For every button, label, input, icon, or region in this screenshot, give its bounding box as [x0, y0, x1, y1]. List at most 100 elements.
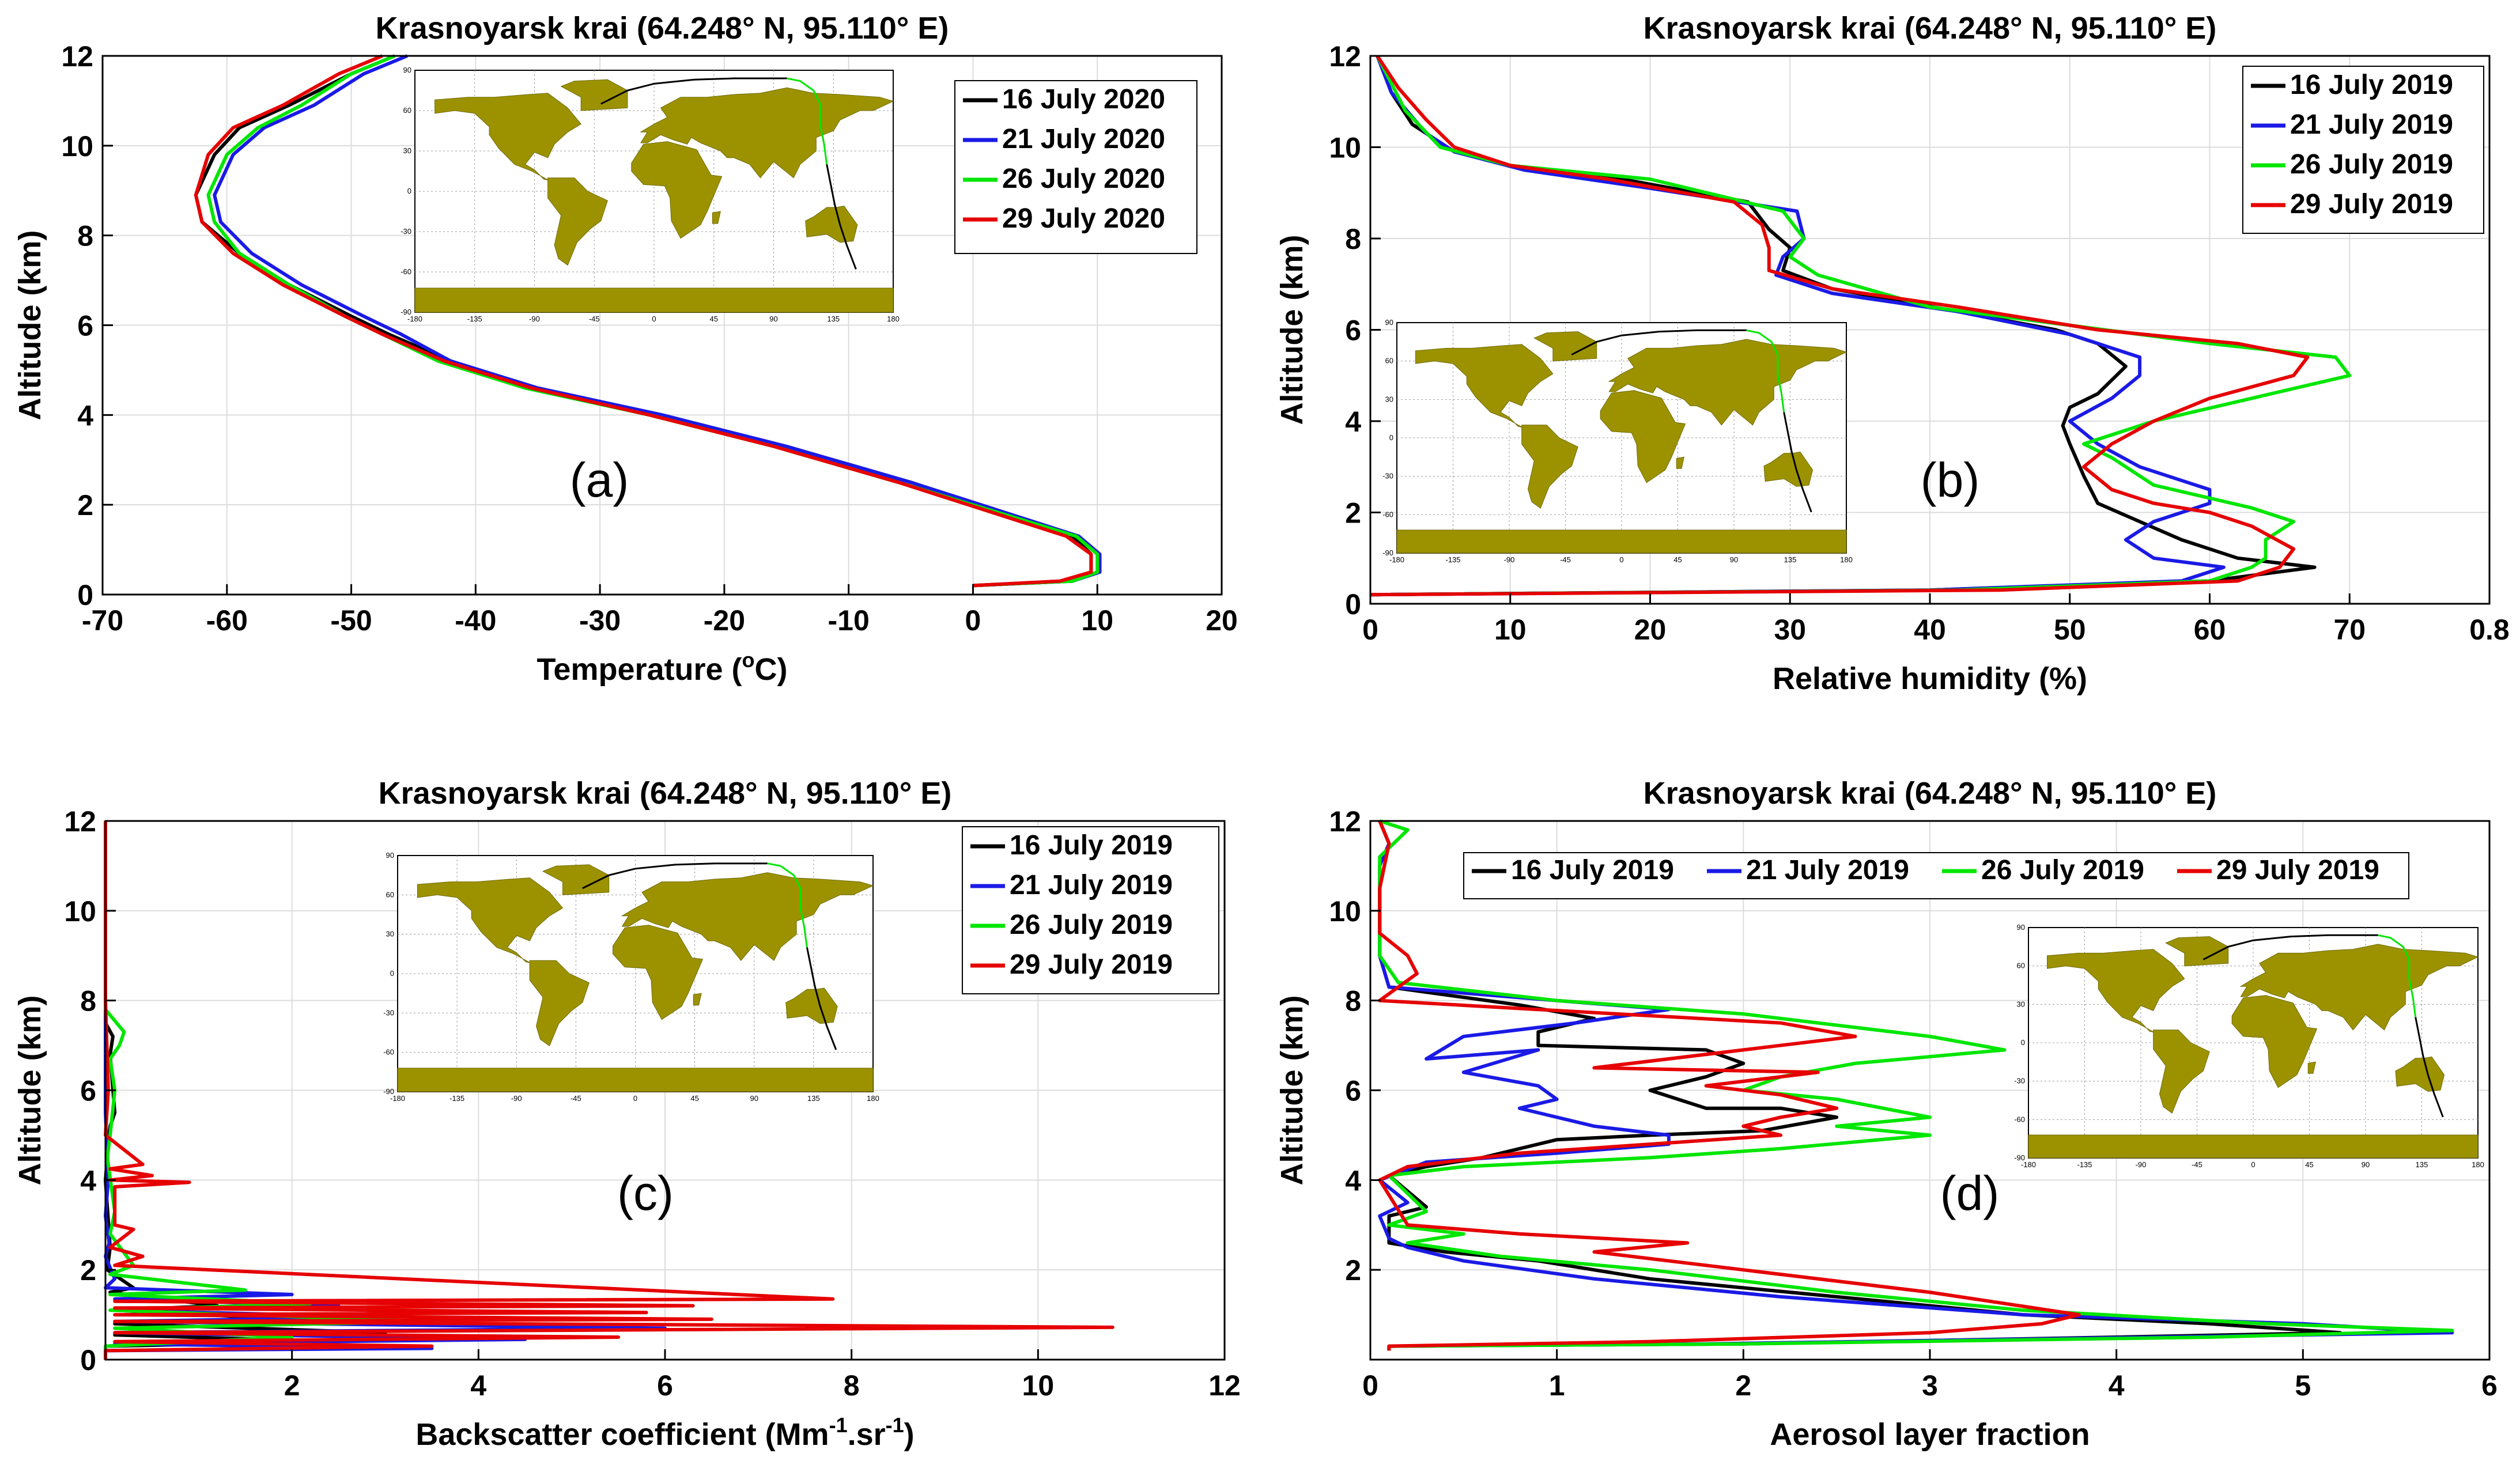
y-tick-label: 6: [1345, 315, 1361, 347]
chart-title: Krasnoyarsk krai (64.248° N, 95.110° E): [376, 11, 949, 46]
map-lon-tick: 135: [827, 315, 840, 323]
x-tick-label: 3: [1922, 1369, 1938, 1402]
x-tick-label: 6: [2481, 1369, 2498, 1402]
y-tick-label: 8: [1345, 985, 1361, 1017]
map-lat-tick: 30: [386, 930, 394, 938]
x-axis-label-superscript: -1: [886, 1413, 904, 1437]
map-lon-tick: 0: [633, 1094, 637, 1103]
map-lon-tick: -180: [390, 1094, 405, 1103]
y-tick-label: 2: [1345, 1254, 1361, 1286]
x-axis-label-part: C): [755, 652, 788, 687]
x-tick-label: 60: [2194, 614, 2226, 646]
legend-entry: 21 July 2019: [1746, 855, 1909, 885]
legend: 16 July 2020 21 July 2020 26 July 2020 29 J…: [954, 80, 1197, 254]
legend-entry: 21 July 2020: [1002, 124, 1165, 154]
map-lat-tick: 0: [2021, 1038, 2025, 1047]
map-lon-tick: -45: [589, 315, 600, 323]
x-axis-label-part: Temperature (: [537, 652, 742, 687]
x-tick-label: -40: [455, 604, 496, 637]
map-landmass: [712, 211, 721, 224]
map-lon-tick: 135: [1784, 555, 1797, 564]
y-tick-label: 4: [77, 399, 93, 432]
map-lat-tick: -30: [401, 227, 411, 236]
orbit-track: [826, 164, 857, 270]
map-lon-tick: 0: [652, 315, 656, 323]
map-landmass: [1676, 456, 1684, 469]
map-landmass: [1600, 390, 1686, 483]
y-tick-label: 0: [80, 1344, 96, 1376]
series-line-4: [1378, 820, 2081, 1351]
x-axis-label: Aerosol layer fraction: [1770, 1417, 2090, 1452]
map-lon-tick: -135: [1445, 555, 1460, 564]
orbit-track-highlight: [787, 77, 828, 165]
map-landmass: [435, 93, 581, 181]
map-lat-tick: 30: [2017, 1000, 2025, 1008]
legend-entry: 26 July 2019: [2290, 149, 2453, 180]
map-lon-tick: -135: [449, 1094, 464, 1103]
legend-entry: 29 July 2019: [1010, 949, 1173, 980]
map-lat-tick: -90: [383, 1087, 394, 1096]
orbit-track: [1571, 329, 1747, 355]
map-lat-tick: 60: [403, 106, 411, 115]
map-lon-tick: 135: [2416, 1160, 2428, 1169]
map-landmass: [2165, 936, 2229, 967]
x-tick-label: -20: [704, 604, 745, 637]
y-tick-label: 4: [1345, 406, 1361, 438]
orbit-track-highlight: [767, 862, 808, 948]
legend-box: [1463, 852, 2409, 899]
y-tick-label: 6: [77, 310, 93, 342]
map-lon-tick: 90: [750, 1094, 758, 1103]
map-lat-tick: 0: [1389, 433, 1393, 442]
map-landmass: [560, 79, 628, 111]
x-tick-label: 4: [2109, 1369, 2125, 1402]
chart-title: Krasnoyarsk krai (64.248° N, 95.110° E): [379, 776, 952, 811]
legend-entry: 26 July 2019: [1981, 855, 2144, 885]
y-tick-label: 2: [1345, 497, 1361, 529]
x-axis-label-superscript: o: [742, 648, 755, 672]
map-landmass: [1521, 425, 1578, 509]
map-lat-tick: -60: [1382, 510, 1393, 519]
y-tick-label: 12: [1329, 40, 1361, 73]
orbit-track: [600, 77, 787, 105]
orbit-track: [2202, 934, 2378, 960]
map-lon-tick: 45: [710, 315, 718, 323]
x-tick-label: 4: [470, 1369, 486, 1402]
x-tick-label: 5: [2295, 1369, 2311, 1402]
map-lon-tick: 180: [2472, 1160, 2484, 1169]
map-lat-tick: 0: [390, 969, 394, 978]
x-tick-label: 20: [1206, 604, 1238, 637]
x-tick-label: -60: [206, 604, 248, 637]
y-tick-label: 10: [64, 895, 96, 928]
map-landmass: [640, 87, 894, 179]
map-lon-tick: 90: [769, 315, 777, 323]
legend-entry: 29 July 2019: [2290, 189, 2453, 219]
y-tick-label: 8: [80, 985, 96, 1017]
map-lon-tick: -45: [2192, 1160, 2202, 1169]
legend-entry: 29 July 2019: [2216, 855, 2379, 885]
legend-entry: 16 July 2019: [1010, 830, 1173, 861]
map-landmass: [805, 206, 858, 243]
x-tick-label: 2: [1735, 1369, 1751, 1402]
map-landmass: [613, 925, 704, 1020]
map-lat-tick: 90: [2017, 923, 2025, 932]
map-lat-tick: -30: [1382, 472, 1393, 480]
x-tick-label: 10: [1022, 1369, 1055, 1402]
map-lon-tick: -180: [407, 315, 422, 323]
orbit-track: [1783, 412, 1812, 513]
map-landmass: [417, 877, 564, 964]
chart-panel-b: 0 10 20 30 40 50 60 70 0.8 0 2 4 6 8 10 12 Krasnoyarsk k…: [1275, 11, 2510, 696]
legend-entry: 16 July 2019: [1511, 855, 1674, 885]
y-axis-label: Altitude (km): [1275, 996, 1309, 1186]
map-lat-tick: -90: [401, 308, 411, 316]
legend: 16 July 2019 21 July 2019 26 July 2019 29 J…: [962, 826, 1219, 994]
map-lon-tick: -180: [1389, 555, 1404, 564]
map-landmass: [1396, 529, 1847, 554]
x-tick-label: 6: [657, 1369, 673, 1402]
y-axis-label: Altitude (km): [1275, 235, 1309, 425]
x-tick-label: -10: [828, 604, 870, 637]
map-landmass: [2231, 995, 2318, 1088]
y-axis-label: Altitude (km): [13, 230, 47, 421]
map-lat-tick: -60: [2014, 1115, 2025, 1123]
